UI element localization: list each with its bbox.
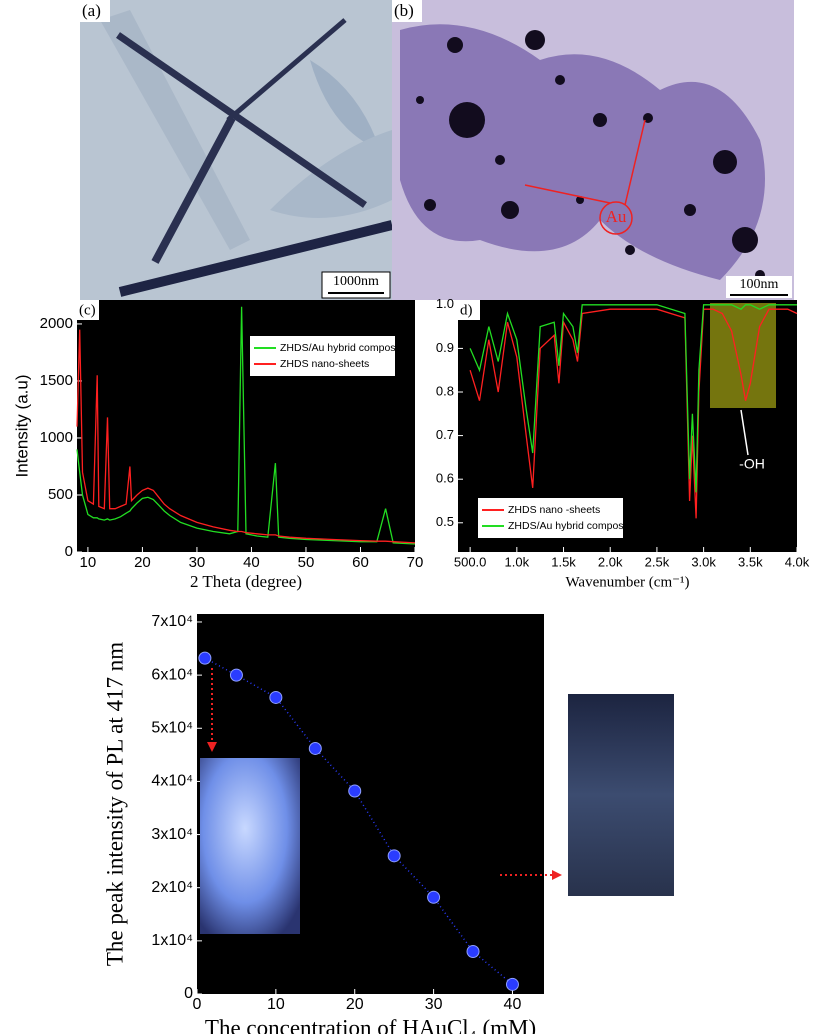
panel-label: (a) — [82, 1, 101, 20]
y-tick-label: 1.0 — [436, 296, 454, 311]
y-tick-label: 0.6 — [436, 471, 454, 486]
x-tick-label: 10 — [80, 554, 97, 571]
y-tick-label: 0.9 — [436, 340, 454, 355]
x-axis-label: 2 Theta (degree) — [190, 572, 302, 591]
y-tick-label: 6x10⁴ — [151, 666, 193, 683]
x-tick-label: 4.0k — [785, 554, 810, 569]
data-point — [269, 690, 283, 704]
y-axis-label: Transmittance(%) — [395, 367, 412, 485]
micrograph-a: (a) 1000nm — [80, 0, 394, 300]
data-point — [229, 668, 243, 682]
x-tick-label: 20 — [346, 996, 364, 1013]
x-tick-label: 3.0k — [691, 554, 716, 569]
x-tick-label: 2.5k — [645, 554, 670, 569]
y-tick-label: 0 — [184, 985, 193, 1002]
data-point — [387, 849, 401, 863]
panel-label: (b) — [394, 1, 414, 20]
x-axis-label: Wavenumber (cm⁻¹) — [565, 574, 689, 590]
data-line — [76, 306, 416, 545]
x-tick-label: 30 — [189, 554, 206, 571]
scale-bar-label: 100nm — [740, 277, 779, 292]
x-tick-label: 50 — [298, 554, 315, 571]
x-tick-label: 20 — [134, 554, 151, 571]
x-tick-label: 0 — [193, 996, 202, 1013]
y-tick-label: 4x10⁴ — [151, 773, 193, 790]
y-tick-label: 0.5 — [436, 514, 454, 529]
y-tick-label: 5x10⁴ — [151, 719, 193, 736]
y-tick-label: 500 — [48, 486, 73, 503]
x-tick-label: 10 — [267, 996, 285, 1013]
data-line — [469, 308, 798, 519]
x-tick-label: 30 — [425, 996, 443, 1013]
x-tick-label: 3.5k — [738, 554, 763, 569]
panel-label-bg — [77, 300, 99, 320]
micrograph-b: (b) Au 100nm — [392, 0, 794, 300]
y-axis-label: The peak intensity of PL at 417 nm — [102, 642, 127, 966]
y-tick-label: 1500 — [40, 372, 73, 389]
highlight-box — [710, 303, 776, 408]
panel-label: (c) — [79, 302, 96, 318]
data-point — [466, 944, 480, 958]
y-tick-label: 0.8 — [436, 383, 454, 398]
data-point — [198, 651, 212, 665]
data-point — [427, 890, 441, 904]
cuvette-photos — [200, 668, 674, 934]
legend-label: ZHDS/Au hybrid composites — [508, 520, 640, 532]
legend-label: ZHDS nano-sheets — [280, 358, 369, 370]
x-tick-label: 1.0k — [505, 554, 530, 569]
data-point — [308, 741, 322, 755]
panel-label-bg — [458, 300, 480, 320]
data-point — [348, 784, 362, 798]
annotation: -OH — [739, 456, 765, 472]
annotation-arrow — [740, 409, 749, 456]
x-tick-label: 500.0 — [454, 554, 487, 569]
scale-bar-label: 1000nm — [333, 274, 379, 289]
data-line — [76, 329, 416, 544]
y-tick-label: 0.7 — [436, 427, 454, 442]
y-tick-label: 7x10⁴ — [151, 613, 193, 630]
au-annotation: Au — [606, 207, 627, 226]
legend-label: ZHDS/Au hybrid composites — [280, 342, 412, 354]
x-tick-label: 40 — [243, 554, 260, 571]
x-tick-label: 70 — [407, 554, 424, 571]
x-tick-label: 2.0k — [598, 554, 623, 569]
data-point — [505, 977, 519, 991]
y-axis-label: Intensity (a.u) — [12, 375, 31, 478]
y-tick-label: 1x10⁴ — [151, 932, 193, 949]
y-tick-label: 0 — [65, 543, 73, 560]
y-tick-label: 2x10⁴ — [151, 879, 193, 896]
y-tick-label: 1000 — [40, 429, 73, 446]
data-line — [469, 304, 797, 493]
panel-label: d) — [460, 302, 473, 318]
legend-box — [478, 498, 623, 538]
x-axis-label: The concentration of HAuCl₄ (mM) — [205, 1015, 536, 1034]
y-tick-label: 3x10⁴ — [151, 826, 193, 843]
x-tick-label: 1.5k — [551, 554, 576, 569]
x-tick-label: 60 — [352, 554, 369, 571]
x-tick-label: 40 — [504, 996, 522, 1013]
legend-label: ZHDS nano -sheets — [508, 504, 600, 516]
legend-box — [250, 336, 395, 376]
y-tick-label: 2000 — [40, 315, 73, 332]
